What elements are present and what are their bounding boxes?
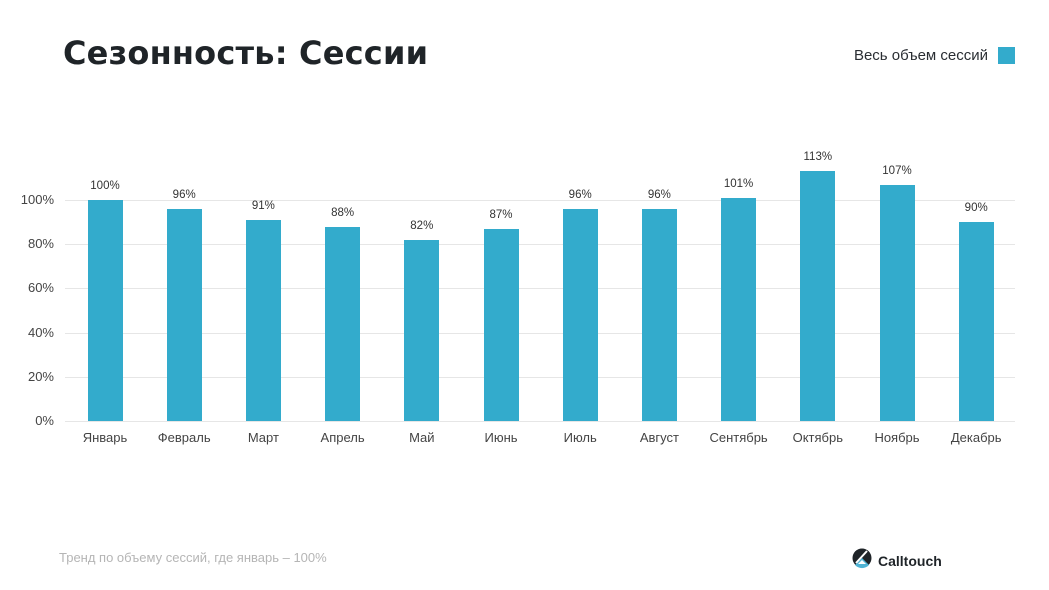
bar-value-label: 107% xyxy=(882,164,912,177)
bar xyxy=(325,226,361,421)
bar xyxy=(166,208,202,421)
bar xyxy=(483,228,519,421)
legend-swatch xyxy=(998,47,1015,64)
x-axis-tick: Июль xyxy=(563,430,597,445)
x-axis-tick: Август xyxy=(639,430,679,445)
x-axis-tick: Декабрь xyxy=(950,430,1002,445)
bar xyxy=(404,239,440,421)
bar-value-label: 88% xyxy=(331,206,355,219)
bar-value-label: 87% xyxy=(489,208,513,221)
x-axis-tick: Ноябрь xyxy=(874,430,920,445)
chart-legend: Весь объем сессий xyxy=(854,47,1015,64)
y-axis-tick: 20% xyxy=(27,368,54,384)
footnote: Тренд по объему сессий, где январь – 100… xyxy=(59,550,327,565)
bar xyxy=(958,222,994,421)
gridline xyxy=(65,421,1015,422)
calltouch-logo-icon xyxy=(852,548,872,574)
x-axis-tick: Февраль xyxy=(157,430,211,445)
bar-value-label: 96% xyxy=(647,188,671,201)
bar xyxy=(245,219,281,421)
bar-value-label: 101% xyxy=(723,177,754,190)
x-axis-tick: Сентябрь xyxy=(709,430,768,445)
bar xyxy=(879,184,915,421)
bar-value-label: 96% xyxy=(568,188,592,201)
gridline xyxy=(65,332,1015,334)
y-axis-tick: 40% xyxy=(27,324,54,340)
bar xyxy=(641,208,677,421)
y-axis-tick: 60% xyxy=(27,280,54,296)
gridline xyxy=(65,376,1015,378)
bar-value-label: 113% xyxy=(803,151,833,164)
bar-value-label: 82% xyxy=(410,219,434,232)
y-axis-tick: 80% xyxy=(27,236,54,252)
x-axis-tick: Апрель xyxy=(320,430,365,445)
x-axis-tick: Март xyxy=(247,430,279,445)
bar xyxy=(562,208,598,421)
x-axis-tick: Июнь xyxy=(484,430,518,445)
bar xyxy=(87,200,123,421)
legend-label: Весь объем сессий xyxy=(853,47,988,64)
bar xyxy=(800,171,836,421)
gridline xyxy=(65,200,1015,201)
page-title: Сезонность: Сессии xyxy=(63,34,429,72)
y-axis-tick: 100% xyxy=(20,192,54,207)
brand-logo: Calltouch xyxy=(852,548,942,574)
bar-value-label: 90% xyxy=(964,202,988,215)
gridline xyxy=(65,288,1015,290)
bar-value-label: 96% xyxy=(172,188,196,201)
bar-value-label: 100% xyxy=(90,180,120,192)
x-axis-tick: Май xyxy=(409,430,435,445)
bar xyxy=(721,197,757,421)
brand-name: Calltouch xyxy=(878,553,942,569)
gridline xyxy=(65,244,1015,246)
x-axis-tick: Октябрь xyxy=(792,430,843,445)
x-axis-tick: Январь xyxy=(82,430,128,445)
y-axis-tick: 0% xyxy=(35,413,54,428)
bar-value-label: 91% xyxy=(251,199,275,212)
